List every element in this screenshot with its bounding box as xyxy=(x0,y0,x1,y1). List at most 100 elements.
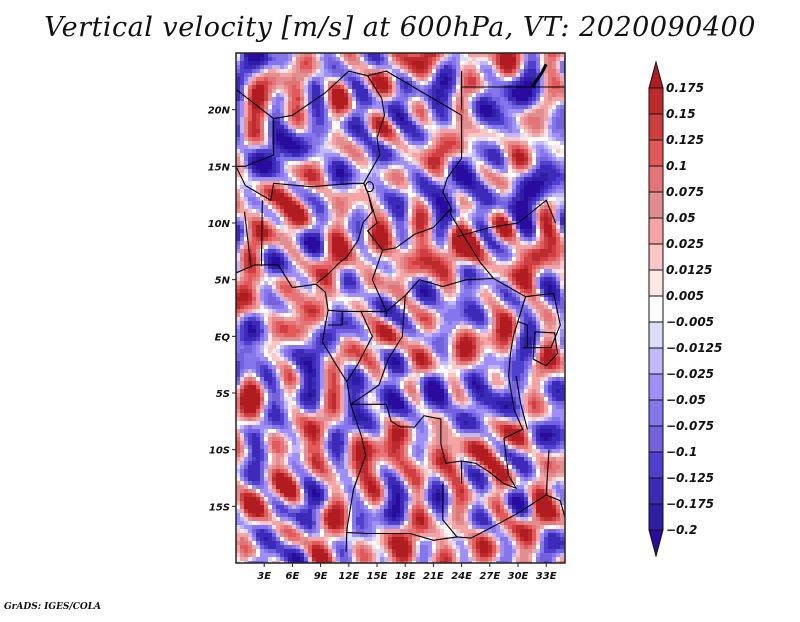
field-cell xyxy=(308,201,312,205)
field-cell xyxy=(336,105,340,109)
field-cell xyxy=(536,297,540,301)
field-cell xyxy=(552,237,556,241)
field-cell xyxy=(376,97,380,101)
field-cell xyxy=(408,261,412,265)
field-cell xyxy=(380,189,384,193)
field-cell xyxy=(360,137,364,141)
field-cell xyxy=(476,141,480,145)
field-cell xyxy=(484,113,488,117)
field-cell xyxy=(328,285,332,289)
field-cell xyxy=(376,101,380,105)
field-cell xyxy=(236,201,240,205)
field-cell xyxy=(480,217,484,221)
field-cell xyxy=(252,273,256,277)
field-cell xyxy=(248,237,252,241)
field-cell xyxy=(264,193,268,197)
field-cell xyxy=(516,145,520,149)
field-cell xyxy=(368,117,372,121)
field-cell xyxy=(384,253,388,257)
field-cell xyxy=(396,189,400,193)
field-cell xyxy=(260,65,264,69)
field-cell xyxy=(404,205,408,209)
field-cell xyxy=(408,85,412,89)
field-cell xyxy=(376,233,380,237)
field-cell xyxy=(240,301,244,305)
field-cell xyxy=(436,77,440,81)
field-cell xyxy=(344,165,348,169)
field-cell xyxy=(412,157,416,161)
field-cell xyxy=(288,181,292,185)
field-cell xyxy=(520,125,524,129)
field-cell xyxy=(324,265,328,269)
field-cell xyxy=(320,53,324,57)
field-cell xyxy=(560,81,564,85)
field-cell xyxy=(424,205,428,209)
field-cell xyxy=(496,221,500,225)
field-cell xyxy=(440,57,444,61)
field-cell xyxy=(520,89,524,93)
field-cell xyxy=(456,257,460,261)
field-cell xyxy=(268,193,272,197)
field-cell xyxy=(356,149,360,153)
field-cell xyxy=(296,77,300,81)
field-cell xyxy=(256,57,260,61)
field-cell xyxy=(272,77,276,81)
field-cell xyxy=(248,181,252,185)
field-cell xyxy=(524,129,528,133)
field-cell xyxy=(472,249,476,253)
field-cell xyxy=(372,225,376,229)
field-cell xyxy=(408,181,412,185)
field-cell xyxy=(496,137,500,141)
field-cell xyxy=(320,137,324,141)
field-cell xyxy=(392,85,396,89)
field-cell xyxy=(456,69,460,73)
field-cell xyxy=(440,93,444,97)
field-cell xyxy=(408,289,412,293)
field-cell xyxy=(304,217,308,221)
field-cell xyxy=(352,253,356,257)
field-cell xyxy=(488,193,492,197)
field-cell xyxy=(444,241,448,245)
field-cell xyxy=(276,185,280,189)
field-cell xyxy=(532,213,536,217)
field-cell xyxy=(272,113,276,117)
field-cell xyxy=(504,149,508,153)
field-cell xyxy=(436,201,440,205)
field-cell xyxy=(464,141,468,145)
field-cell xyxy=(332,289,336,293)
field-cell xyxy=(464,73,468,77)
field-cell xyxy=(504,177,508,181)
field-cell xyxy=(364,297,368,301)
field-cell xyxy=(360,153,364,157)
field-cell xyxy=(460,253,464,257)
field-cell xyxy=(304,221,308,225)
field-cell xyxy=(540,169,544,173)
field-cell xyxy=(540,289,544,293)
field-cell xyxy=(256,173,260,177)
field-cell xyxy=(280,73,284,77)
field-cell xyxy=(332,301,336,305)
field-cell xyxy=(340,193,344,197)
field-cell xyxy=(364,165,368,169)
field-cell xyxy=(348,117,352,121)
field-cell xyxy=(524,249,528,253)
field-cell xyxy=(428,253,432,257)
field-cell xyxy=(488,249,492,253)
field-cell xyxy=(464,77,468,81)
field-cell xyxy=(252,81,256,85)
field-cell xyxy=(312,173,316,177)
field-cell xyxy=(500,113,504,117)
field-cell xyxy=(352,301,356,305)
field-cell xyxy=(240,213,244,217)
field-cell xyxy=(236,69,240,73)
field-cell xyxy=(424,117,428,121)
field-cell xyxy=(268,277,272,281)
field-cell xyxy=(512,101,516,105)
field-cell xyxy=(368,149,372,153)
field-cell xyxy=(544,261,548,265)
field-cell xyxy=(548,281,552,285)
field-cell xyxy=(392,193,396,197)
field-cell xyxy=(260,301,264,305)
field-cell xyxy=(544,105,548,109)
field-cell xyxy=(324,89,328,93)
